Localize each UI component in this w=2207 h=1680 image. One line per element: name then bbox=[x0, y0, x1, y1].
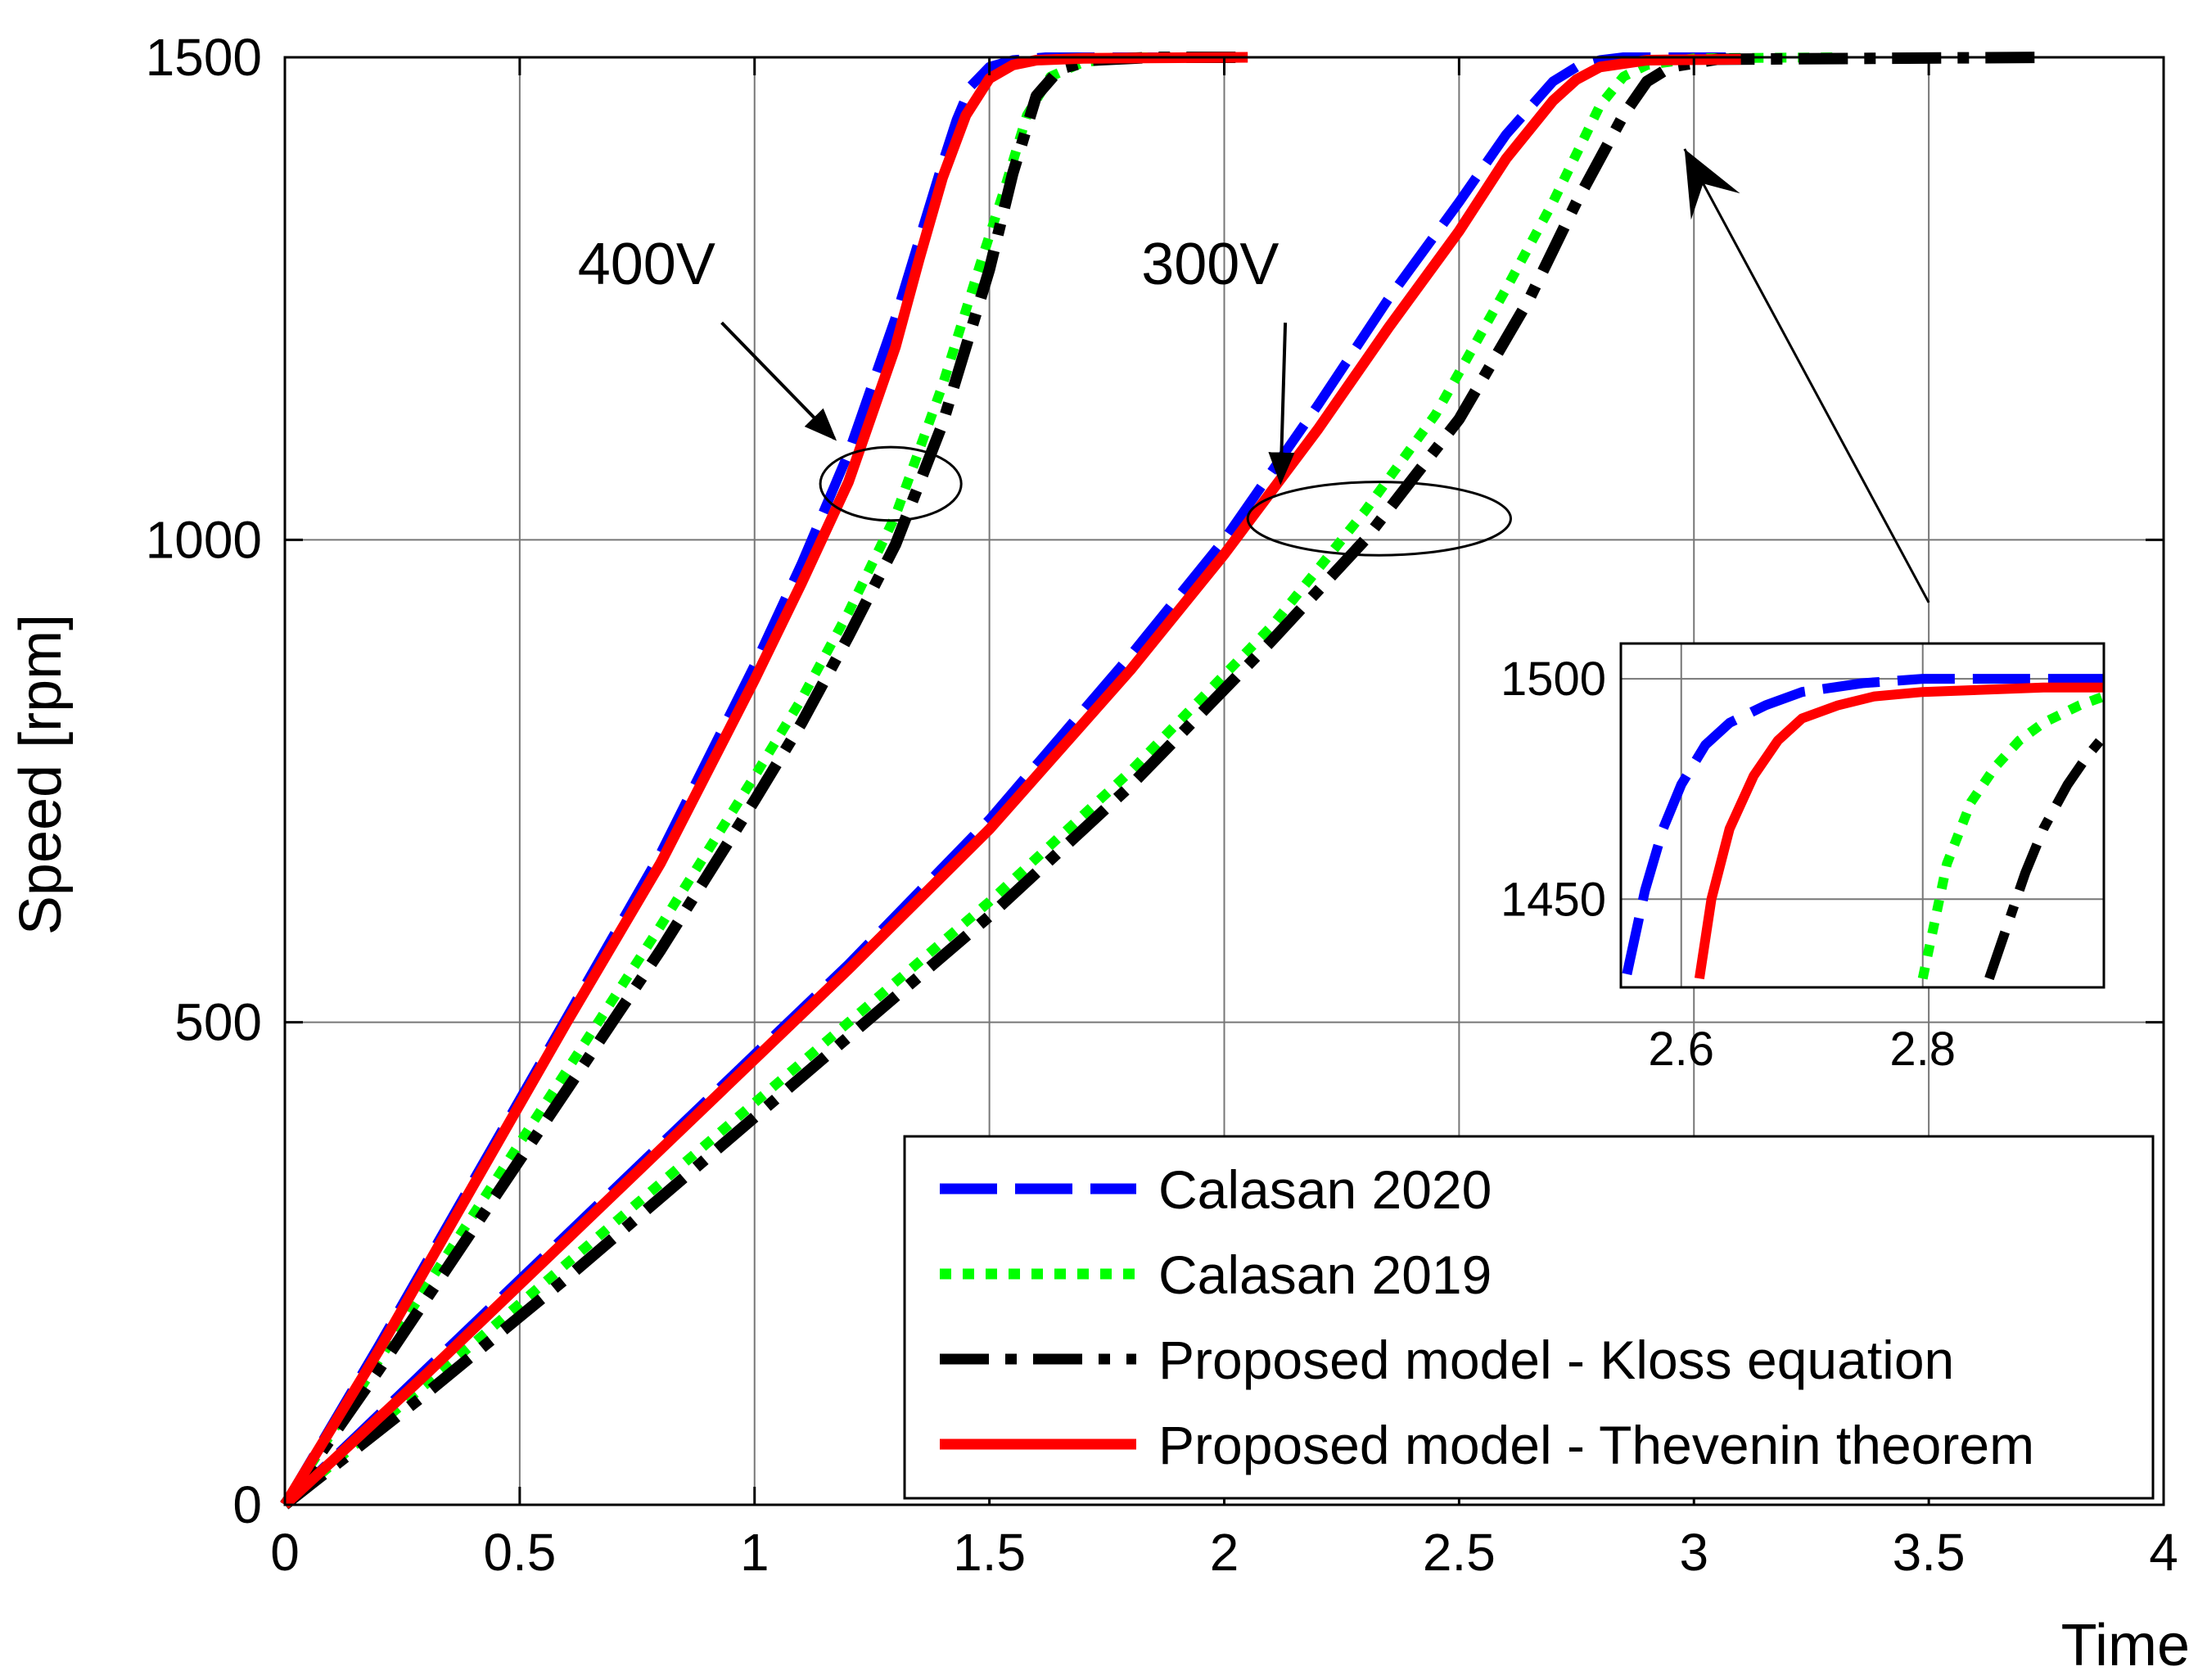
y-axis-label: Speed [rpm] bbox=[8, 614, 74, 935]
inset-series-line-calasan-2020 bbox=[1622, 674, 2104, 976]
inset-y-tick-label: 1450 bbox=[1501, 873, 1606, 926]
inset-frame bbox=[1619, 642, 2105, 989]
inset-series-line-proposed-model-thevenin-theorem bbox=[1694, 682, 2104, 980]
y-tick-label: 1000 bbox=[146, 510, 262, 569]
series-line-calasan-2019-300v bbox=[282, 52, 1835, 1509]
x-tick-label: 0.5 bbox=[483, 1523, 556, 1582]
inset-series-layer bbox=[1622, 674, 2104, 981]
legend-label: Calasan 2019 bbox=[1158, 1244, 1492, 1305]
annotation-label-400v: 400V bbox=[578, 232, 715, 297]
annotation-arrow bbox=[1683, 148, 1930, 603]
x-tick-label: 4 bbox=[2149, 1523, 2178, 1582]
series-line-proposed-model-kloss-equation-300v bbox=[281, 52, 2047, 1510]
series-line-proposed-model-thevenin-theorem-300v bbox=[281, 53, 1741, 1509]
inset-zoom-plot: 2.6 2.8 1450 1500 bbox=[1501, 642, 2105, 1076]
x-tick-label: 1 bbox=[740, 1523, 770, 1582]
x-tick-label: 2 bbox=[1210, 1523, 1239, 1582]
legend-label: Proposed model - Thevenin theorem bbox=[1158, 1415, 2034, 1475]
x-tick-label: 3.5 bbox=[1893, 1523, 1966, 1582]
inset-series-line-calasan-2019 bbox=[1917, 691, 2104, 980]
inset-series-line-proposed-model-kloss-equation bbox=[1984, 733, 2104, 981]
inset-tick-labels: 2.6 2.8 1450 1500 bbox=[1501, 653, 1956, 1076]
x-tick-label: 1.5 bbox=[953, 1523, 1026, 1582]
series-line-proposed-model-kloss-equation-400v bbox=[280, 52, 1248, 1508]
tick-labels: 0 0.5 1 1.5 2 2.5 3 3.5 4 0 500 1000 1500 bbox=[146, 28, 2178, 1582]
legend-label: Calasan 2020 bbox=[1158, 1159, 1492, 1220]
inset-y-tick-label: 1500 bbox=[1501, 653, 1606, 706]
series-line-calasan-2019-400v bbox=[280, 52, 1248, 1508]
highlight-ellipse bbox=[819, 445, 963, 522]
inset-axes bbox=[1619, 642, 2105, 989]
annotation-arrowhead bbox=[1684, 148, 1740, 220]
y-tick-label: 1500 bbox=[146, 28, 262, 87]
x-tick-label: 0 bbox=[270, 1523, 300, 1582]
legend-box bbox=[903, 1135, 2155, 1500]
x-tick-label: 3 bbox=[1679, 1523, 1708, 1582]
annotation-layer bbox=[720, 148, 1930, 603]
y-tick-label: 500 bbox=[174, 993, 262, 1052]
y-tick-label: 0 bbox=[232, 1475, 262, 1534]
series-layer bbox=[280, 52, 2047, 1510]
highlight-ellipse bbox=[1246, 481, 1512, 557]
x-axis-label: Time bbox=[2061, 1613, 2190, 1678]
inset-x-tick-label: 2.8 bbox=[1889, 1023, 1956, 1076]
legend: Calasan 2020 Calasan 2019 Proposed model -… bbox=[903, 1135, 2155, 1500]
annotation-arrow bbox=[720, 321, 837, 441]
series-line-proposed-model-thevenin-theorem-400v bbox=[280, 52, 1248, 1508]
annotation-arrow bbox=[1268, 323, 1295, 485]
main-axes bbox=[283, 56, 2165, 1506]
legend-label: Proposed model - Kloss equation bbox=[1158, 1330, 1954, 1390]
x-tick-label: 2.5 bbox=[1423, 1523, 1496, 1582]
inset-x-tick-label: 2.6 bbox=[1648, 1023, 1714, 1076]
annotation-label-300v: 300V bbox=[1141, 232, 1279, 297]
